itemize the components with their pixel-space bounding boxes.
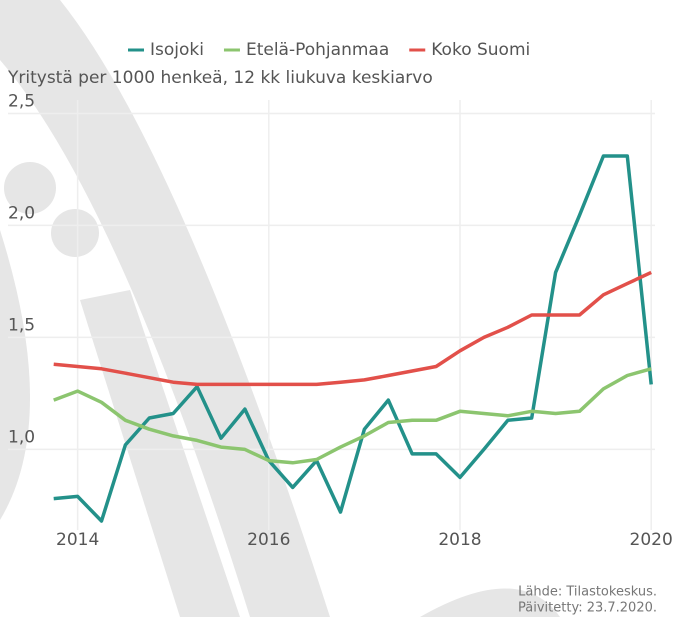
y-tick-label: 1,5 <box>8 315 35 335</box>
source: Lähde: Tilastokeskus. <box>518 585 657 600</box>
x-tick-label: 2020 <box>630 530 673 550</box>
y-tick-label: 1,0 <box>8 427 35 447</box>
y-tick-label: 2,5 <box>8 91 35 111</box>
x-tick-label: 2014 <box>56 530 99 550</box>
legend: Isojoki Etelä-Pohjanmaa Koko Suomi <box>128 40 530 60</box>
subtitle: Yritystä per 1000 henkeä, 12 kk liukuva … <box>7 68 433 88</box>
chart: Isojoki Etelä-Pohjanmaa Koko Suomi Yrityst… <box>0 0 677 617</box>
updated: Päivitetty: 23.7.2020. <box>518 601 657 616</box>
x-tick-label: 2016 <box>247 530 290 550</box>
x-tick-label: 2018 <box>438 530 481 550</box>
legend-label: Koko Suomi <box>431 40 530 60</box>
legend-label: Etelä-Pohjanmaa <box>246 40 389 60</box>
watermark <box>0 0 560 617</box>
legend-label: Isojoki <box>150 40 204 60</box>
y-tick-label: 2,0 <box>8 203 35 223</box>
